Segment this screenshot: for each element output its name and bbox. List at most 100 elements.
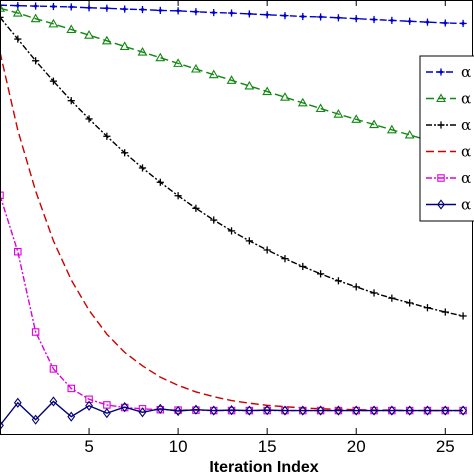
series-1-point xyxy=(138,5,147,14)
series-3-point xyxy=(103,132,111,140)
series-6-line xyxy=(0,400,464,426)
series-6-point xyxy=(352,405,361,416)
series-3-point xyxy=(49,77,58,85)
series-6-point xyxy=(441,405,450,416)
series-3-point xyxy=(370,289,378,297)
series-1-point xyxy=(317,13,325,21)
series-6-point xyxy=(227,405,236,416)
series-6-point xyxy=(281,405,289,416)
series-6-point xyxy=(387,405,396,416)
series-1-point xyxy=(156,6,164,15)
series-3-point xyxy=(334,277,343,285)
series-3-point xyxy=(352,283,360,291)
series-6-point xyxy=(209,405,218,416)
series-2-point xyxy=(208,69,219,79)
series-2 xyxy=(0,3,469,154)
legend-entry: α xyxy=(426,196,471,214)
series-1-point xyxy=(49,2,58,11)
series-2-point xyxy=(66,24,77,34)
series-1-point xyxy=(423,18,432,26)
series-6-point xyxy=(67,411,76,422)
series-2-point xyxy=(137,46,148,56)
x-axis-label: Iteration Index xyxy=(209,459,318,474)
series-6-point xyxy=(405,405,414,416)
series-3-point xyxy=(281,255,289,263)
legend-label: α xyxy=(461,116,471,134)
x-tick-label: 20 xyxy=(347,437,366,456)
series-3-point xyxy=(85,115,93,123)
series-2-point xyxy=(0,3,5,12)
series-2-point xyxy=(84,30,95,39)
series-6-point xyxy=(102,408,111,419)
series-6-point xyxy=(316,405,325,416)
legend-entry: α xyxy=(426,143,471,161)
series-1-point xyxy=(370,15,378,24)
x-axis-ticks: 5 10 15 20 25 xyxy=(84,0,455,456)
series-3-point xyxy=(423,304,432,312)
series-3-point xyxy=(67,97,75,105)
series-1-point xyxy=(32,2,40,10)
series-2-point xyxy=(119,41,130,50)
plot-area xyxy=(0,0,473,435)
legend-marker xyxy=(437,121,445,129)
series-3-point xyxy=(317,270,325,278)
series-3-point xyxy=(174,192,182,200)
series-2-point xyxy=(12,7,23,17)
series-5-point xyxy=(14,247,22,256)
x-tick-label: 5 xyxy=(84,437,93,456)
series-3-point xyxy=(138,164,147,172)
series-6-point xyxy=(85,400,93,411)
series-3 xyxy=(0,13,467,320)
series-2-point xyxy=(226,75,237,84)
legend-box xyxy=(419,55,474,222)
series-2-point xyxy=(48,18,59,28)
series-6-point xyxy=(334,405,343,416)
series-3-point xyxy=(121,149,129,157)
series-1-point xyxy=(67,3,75,11)
series-2-line xyxy=(0,7,464,151)
series-1-point xyxy=(406,17,414,25)
x-tick-label: 25 xyxy=(436,437,455,456)
series-3-point xyxy=(192,204,200,212)
series-6-point xyxy=(138,407,147,418)
series-6-point xyxy=(245,405,254,416)
series-6-point xyxy=(0,420,4,431)
legend-label: α xyxy=(461,90,471,108)
series-6-point xyxy=(459,405,467,416)
series-3-point xyxy=(263,246,271,254)
series-1-point xyxy=(281,12,289,20)
legend-entry: α xyxy=(426,90,471,108)
series-3-point xyxy=(0,13,4,21)
series-3-point xyxy=(245,237,253,245)
series-6-point xyxy=(298,405,307,416)
series-2-point xyxy=(30,13,41,23)
x-tick-label: 15 xyxy=(258,437,277,456)
legend-label: α xyxy=(461,143,471,161)
series-3-point xyxy=(156,178,164,186)
series-1-point xyxy=(441,19,449,27)
series-2-point xyxy=(297,97,308,107)
series-3-point xyxy=(459,312,467,320)
series-6-point xyxy=(192,404,200,415)
legend-entry: α xyxy=(426,116,471,134)
series-1-point xyxy=(299,12,307,21)
series-2-point xyxy=(280,92,290,101)
series-2-point xyxy=(369,119,379,129)
series-2-point xyxy=(101,35,112,45)
legend-marker xyxy=(437,174,445,182)
series-2-point xyxy=(386,124,397,134)
series-1-point xyxy=(459,19,467,28)
series-6-point xyxy=(174,405,183,417)
series-6-point xyxy=(120,401,129,413)
series-1-point xyxy=(245,10,253,18)
series-1-point xyxy=(388,16,396,24)
series-2-point xyxy=(262,86,273,96)
legend-marker xyxy=(437,199,445,210)
legend-entry: α xyxy=(426,63,471,81)
series-1-point xyxy=(263,11,271,19)
series-6-point xyxy=(370,405,378,416)
series-3-point xyxy=(388,294,396,302)
series-6-point xyxy=(49,396,58,407)
x-tick-label: 10 xyxy=(169,437,188,456)
